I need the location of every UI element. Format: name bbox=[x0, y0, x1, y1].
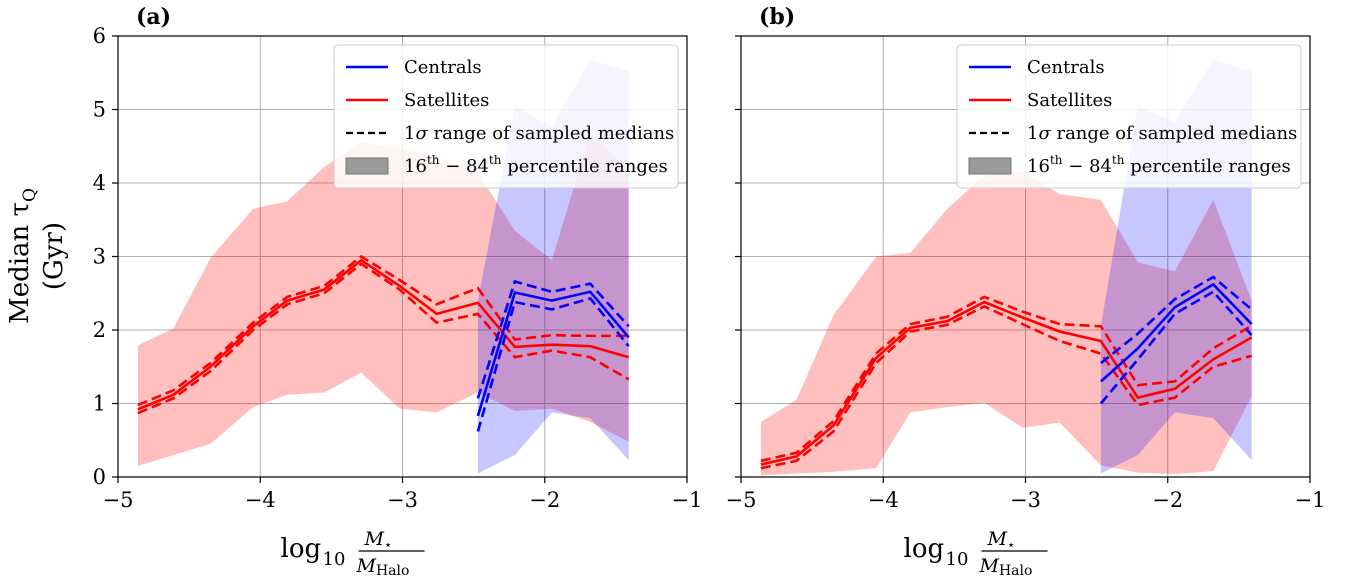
x-tick-label: −3 bbox=[1010, 488, 1041, 512]
x-axis-label-denominator: MHalo bbox=[356, 555, 410, 579]
x-axis-label-numerator: M⋆ bbox=[987, 528, 1016, 553]
legend-sampled-label: 1σ range of sampled medians bbox=[1027, 123, 1297, 144]
legend-centrals-label: Centrals bbox=[1027, 57, 1105, 78]
legend-percentile-swatch bbox=[345, 157, 389, 175]
legend-box bbox=[956, 44, 1302, 189]
y-tick-label: 2 bbox=[93, 318, 106, 342]
x-tick-label: −3 bbox=[387, 488, 418, 512]
satellites-percentile-band bbox=[760, 171, 1252, 476]
satellites-upper-sigma-line bbox=[760, 295, 1253, 463]
panel-label: (a) bbox=[136, 4, 171, 30]
centrals-lower-sigma-line bbox=[476, 296, 630, 432]
centrals-lower-sigma-line bbox=[1099, 290, 1253, 405]
legend-centrals-label: Centrals bbox=[404, 57, 482, 78]
x-axis-label-base: 10 bbox=[946, 549, 969, 570]
legend: Centrals Satellites 1σ range of sampled me… bbox=[333, 44, 679, 189]
chart-panel-b: −5 −4 −3 −2 −1 (b) log 10 M⋆MHalo Centrals Satelli… bbox=[726, 4, 1326, 579]
x-axis-label-log: log bbox=[281, 534, 322, 564]
panel-label: (b) bbox=[759, 4, 795, 30]
centrals-upper-sigma-line bbox=[476, 279, 630, 399]
x-axis-label: log 10 M⋆MHalo bbox=[904, 528, 1048, 579]
x-axis-label-denominator: MHalo bbox=[979, 555, 1033, 579]
satellites-median-line bbox=[760, 300, 1253, 466]
x-axis-label-base: 10 bbox=[323, 549, 346, 570]
centrals-median-line bbox=[476, 290, 630, 417]
x-tick-label: −5 bbox=[726, 488, 757, 512]
x-axis-label-log: log bbox=[904, 534, 945, 564]
y-tick-label: 4 bbox=[93, 171, 106, 195]
legend: Centrals Satellites 1σ range of sampled me… bbox=[956, 44, 1302, 189]
x-tick-label: −2 bbox=[529, 488, 560, 512]
chart-panel-a: −5 −4 −3 −2 −1 0 1 2 3 4 5 6 (a) log 10 M⋆MHalo Centrals… bbox=[93, 4, 703, 579]
x-axis-label: log 10 M⋆MHalo bbox=[281, 528, 425, 579]
legend-satellites-label: Satellites bbox=[1027, 90, 1112, 111]
y-tick-label: 5 bbox=[93, 98, 106, 122]
y-axis-label-subscript: Q bbox=[20, 188, 40, 202]
y-tick-label: 0 bbox=[93, 465, 106, 489]
satellites-median-line bbox=[137, 258, 630, 411]
satellites-upper-sigma-line bbox=[137, 254, 629, 407]
y-axis-units: (Gyr) bbox=[39, 222, 69, 290]
legend-percentile-label: 16th − 84th percentile ranges bbox=[404, 153, 668, 177]
y-tick-label: 3 bbox=[93, 245, 106, 269]
x-tick-label: −1 bbox=[672, 488, 703, 512]
centrals-upper-sigma-line bbox=[1100, 275, 1253, 365]
x-tick-label: −4 bbox=[245, 488, 276, 512]
y-axis-label: Median τQ bbox=[5, 188, 40, 324]
satellites-lower-sigma-line bbox=[137, 262, 630, 415]
centrals-median-line bbox=[1100, 282, 1253, 383]
x-tick-label: −2 bbox=[1152, 488, 1183, 512]
legend-sampled-label: 1σ range of sampled medians bbox=[404, 123, 674, 144]
satellites-percentile-band bbox=[137, 133, 629, 466]
satellites-lower-sigma-line bbox=[760, 305, 1253, 470]
legend-percentile-swatch bbox=[968, 157, 1012, 175]
y-tick-label: 1 bbox=[93, 392, 106, 416]
x-tick-label: −4 bbox=[868, 488, 899, 512]
x-axis-label-numerator: M⋆ bbox=[364, 528, 393, 553]
legend-satellites-label: Satellites bbox=[404, 90, 489, 111]
legend-box bbox=[333, 44, 679, 189]
legend-percentile-label: 16th − 84th percentile ranges bbox=[1027, 153, 1291, 177]
x-tick-label: −5 bbox=[103, 488, 134, 512]
x-tick-label: −1 bbox=[1295, 488, 1326, 512]
y-tick-label: 6 bbox=[93, 24, 106, 48]
